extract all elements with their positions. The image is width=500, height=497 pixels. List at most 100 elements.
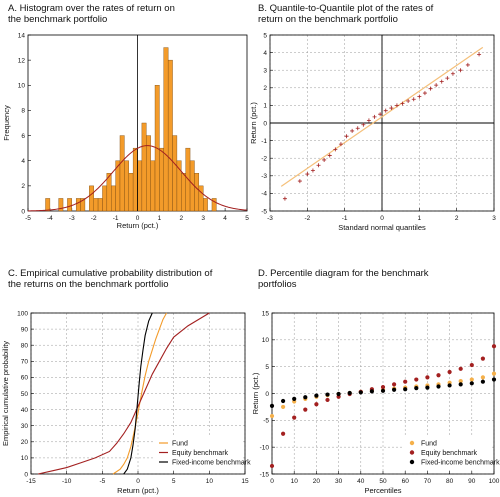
histogram-bar <box>80 198 86 212</box>
x-tick-label: 3 <box>492 215 496 222</box>
histogram-bar <box>146 135 151 212</box>
x-tick-label: -2 <box>304 215 310 222</box>
y-tick-label: 4 <box>21 158 25 165</box>
qq-point <box>450 71 455 76</box>
histogram-bar <box>119 135 125 212</box>
x-tick-label: 2 <box>179 215 183 222</box>
percentile-point <box>325 397 330 403</box>
percentile-point <box>281 431 286 436</box>
y-axis-label: Return (pct.) <box>249 102 258 144</box>
x-tick-label: 30 <box>335 478 343 485</box>
y-tick-label: 10 <box>262 337 270 344</box>
y-tick-label: 40 <box>21 407 29 414</box>
percentile-point <box>480 379 485 384</box>
qq-point <box>378 112 383 117</box>
histogram-bar <box>58 198 64 212</box>
y-tick-label: 60 <box>21 375 29 382</box>
x-tick-label: 70 <box>424 478 432 485</box>
y-tick-label: 5 <box>265 364 269 371</box>
percentile-point <box>347 390 352 396</box>
y-tick-label: 20 <box>21 439 29 446</box>
y-tick-label: 4 <box>263 50 267 57</box>
percentile-point <box>281 404 286 410</box>
x-tick-label: -2 <box>91 215 97 222</box>
x-tick-label: 80 <box>446 478 454 485</box>
percentile-point <box>303 407 308 412</box>
x-tick-label: 3 <box>201 215 205 222</box>
y-tick-label: 50 <box>21 391 29 398</box>
percentile-point <box>436 373 441 378</box>
histogram-bar <box>102 185 108 212</box>
panel-D: D. Percentile diagram for the benchmarkp… <box>251 268 500 495</box>
histogram-bar <box>89 185 94 212</box>
percentile-point <box>469 377 474 382</box>
legend-dot-marker <box>409 440 415 446</box>
qq-point <box>350 128 355 133</box>
y-tick-label: 14 <box>18 32 26 39</box>
percentile-point <box>380 388 386 393</box>
panel-title-line: D. Percentile diagram for the benchmark <box>258 268 429 279</box>
qq-point <box>316 163 321 168</box>
normal-fit-curve <box>27 145 248 212</box>
x-tick-label: -3 <box>267 215 273 222</box>
x-axis-label: Return (pct.) <box>117 221 159 230</box>
histogram-bar <box>67 198 72 212</box>
x-tick-label: 2 <box>455 215 459 222</box>
qq-point <box>322 157 327 162</box>
y-tick-label: 90 <box>21 326 29 333</box>
qq-point <box>406 99 411 103</box>
y-axis-label: Return (pct.) <box>251 372 260 414</box>
y-tick-label: 5 <box>263 32 267 39</box>
x-axis-label: Standard normal quantiles <box>338 223 426 232</box>
panel-title-line: C. Empirical cumulative probability dist… <box>8 268 213 279</box>
percentile-point <box>447 369 452 375</box>
percentile-point <box>414 386 419 391</box>
reference-line <box>280 46 484 187</box>
x-tick-label: 1 <box>158 215 162 222</box>
cdf-line <box>38 312 210 475</box>
percentile-point <box>292 415 297 420</box>
qq-point <box>344 134 349 139</box>
y-tick-label: 2 <box>263 85 267 92</box>
percentile-point <box>292 396 297 401</box>
y-tick-label: 10 <box>18 83 26 90</box>
qq-point <box>411 97 416 102</box>
percentile-point <box>380 384 386 390</box>
x-tick-label: -5 <box>25 215 31 222</box>
percentile-point <box>325 392 330 397</box>
y-tick-label: 70 <box>21 359 29 366</box>
qq-point <box>422 91 427 96</box>
cdf-line <box>123 312 153 475</box>
histogram-bar <box>111 185 116 212</box>
percentile-point <box>269 403 275 408</box>
percentile-point <box>303 395 308 400</box>
percentile-point <box>314 393 319 398</box>
x-tick-label: 4 <box>223 215 227 222</box>
y-axis-label: Frequency <box>2 105 11 141</box>
x-tick-label: 5 <box>172 478 176 485</box>
qq-point <box>439 79 444 84</box>
panel-title-line: portfolios <box>258 279 297 290</box>
percentile-point <box>403 387 408 392</box>
x-tick-label: 10 <box>206 478 214 485</box>
y-tick-label: 8 <box>21 108 25 115</box>
y-tick-label: 0 <box>24 471 28 478</box>
y-tick-label: 100 <box>17 310 28 317</box>
legend-label: Fund <box>172 441 188 448</box>
percentile-point <box>314 402 319 407</box>
y-tick-label: 2 <box>21 183 25 190</box>
percentile-point <box>392 382 397 387</box>
qq-point <box>366 118 371 123</box>
histogram-bar <box>93 198 99 212</box>
y-tick-label: -3 <box>261 173 267 180</box>
qq-point <box>445 76 450 81</box>
y-tick-label: 80 <box>21 343 29 350</box>
x-tick-label: 90 <box>468 478 476 485</box>
x-tick-label: 0 <box>380 215 384 222</box>
x-tick-label: 50 <box>379 478 387 485</box>
legend-label: Equity benchmark <box>172 450 229 457</box>
qq-point <box>458 68 463 73</box>
x-tick-label: -1 <box>342 215 348 222</box>
x-tick-label: 20 <box>313 478 321 485</box>
y-tick-label: 12 <box>18 57 26 64</box>
